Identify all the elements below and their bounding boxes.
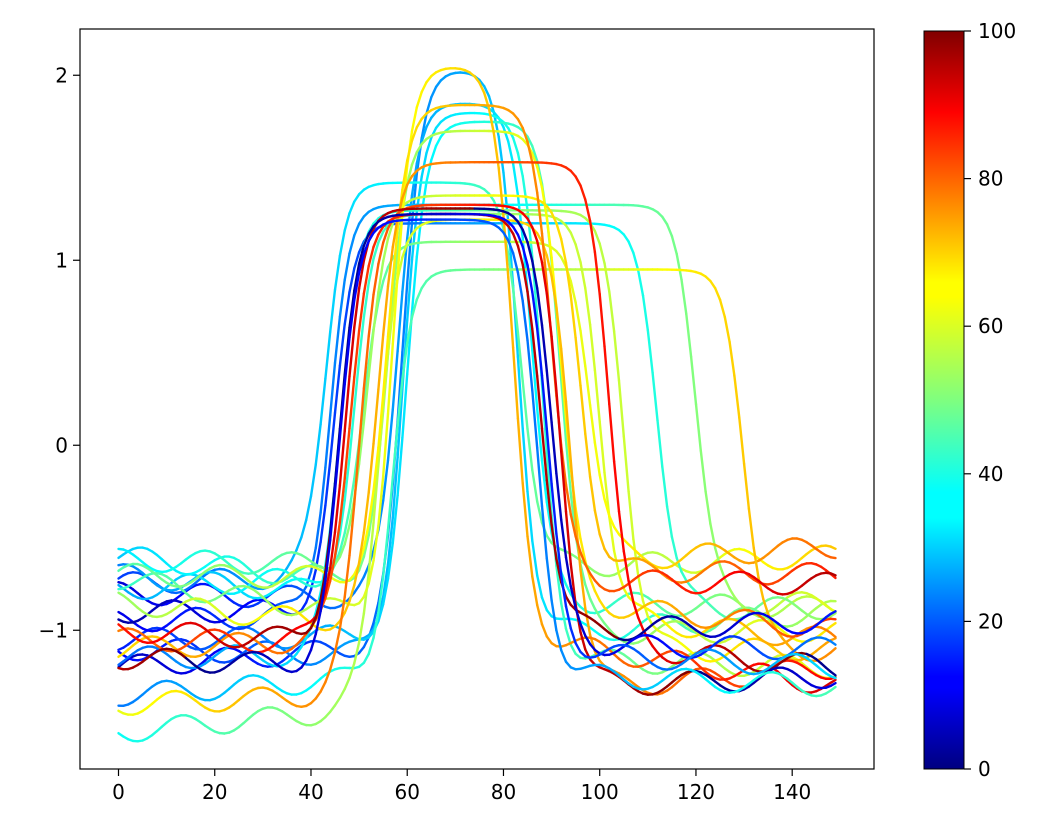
- y-tick-label: 0: [55, 433, 68, 457]
- series-line: [117, 160, 837, 677]
- y-tick-label: 1: [55, 248, 68, 272]
- series-line: [117, 212, 837, 658]
- plot-area: 0 20 40 60 80 100 120 140 −1 0 1 2: [39, 28, 875, 804]
- series-line: [117, 268, 837, 707]
- x-tick-label: 120: [677, 780, 715, 804]
- y-axis: −1 0 1 2: [39, 63, 80, 642]
- colorbar-tick-label: 20: [978, 609, 1003, 633]
- x-axis: 0 20 40 60 80 100 120 140: [112, 769, 811, 804]
- colorbar-gradient: [923, 30, 965, 770]
- series-layer: [117, 67, 837, 743]
- x-tick-label: 100: [581, 780, 619, 804]
- y-tick-label: 2: [55, 63, 68, 87]
- x-tick-label: 80: [491, 780, 516, 804]
- x-tick-label: 140: [773, 780, 811, 804]
- colorbar: 0 20 40 60 80 100: [923, 19, 1016, 781]
- series-line: [117, 218, 837, 698]
- x-tick-label: 40: [298, 780, 323, 804]
- colorbar-tick-label: 60: [978, 314, 1003, 338]
- x-tick-label: 0: [112, 780, 125, 804]
- plot-border: [79, 28, 875, 770]
- x-tick-label: 20: [202, 780, 227, 804]
- colorbar-ticks: 0 20 40 60 80 100: [964, 19, 1016, 781]
- y-tick-label: −1: [39, 618, 68, 642]
- x-tick-label: 60: [394, 780, 419, 804]
- colorbar-tick-label: 40: [978, 462, 1003, 486]
- series-line: [117, 194, 837, 586]
- series-line: [117, 240, 837, 601]
- colorbar-tick-label: 0: [978, 757, 991, 781]
- plot-frame: [80, 29, 874, 769]
- colorbar-tick-label: 80: [978, 167, 1003, 191]
- colorbar-tick-label: 100: [978, 19, 1016, 43]
